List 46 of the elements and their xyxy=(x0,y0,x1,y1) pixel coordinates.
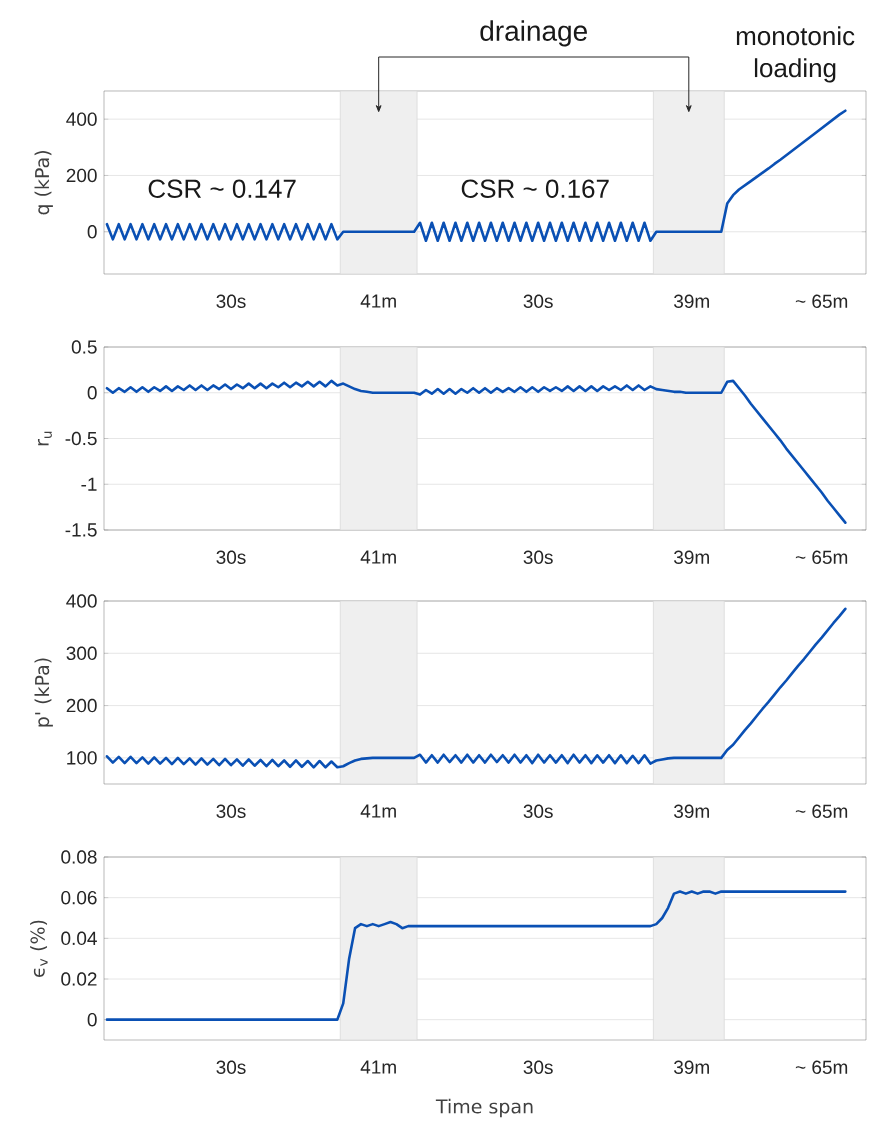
x-tick-label: 30s xyxy=(216,294,246,308)
x-tick-label: 39m xyxy=(673,1060,709,1074)
x-tick-label: 30s xyxy=(216,1060,246,1074)
text: drainage xyxy=(480,20,587,47)
y-axis-title: q (kPa) xyxy=(34,151,53,215)
x-tick-label: ~ 65m xyxy=(795,550,848,564)
y-tick-label: 400 xyxy=(66,594,97,608)
y-tick-label: -0.5 xyxy=(65,431,97,446)
x-axis-title: Time span xyxy=(435,1098,533,1118)
y-tick-label: 200 xyxy=(66,168,97,183)
annotation: CSR ~ 0.147 xyxy=(148,179,296,198)
x-tick-label: 30s xyxy=(523,550,553,564)
x-tick-label: ~ 65m xyxy=(795,804,848,818)
y-axis-title: r$_{u}$ xyxy=(37,431,52,446)
y-axis-title: ϵ$_{v}$ (%) xyxy=(30,920,48,977)
x-tick-label: 41m xyxy=(360,294,396,308)
annotation: CSR ~ 0.167 xyxy=(461,179,609,198)
y-tick-label: 0 xyxy=(87,225,97,239)
x-tick-label: 41m xyxy=(360,804,396,818)
y-tick-label: -1 xyxy=(81,477,97,491)
x-tick-label: 30s xyxy=(523,804,553,818)
y-tick-label: 100 xyxy=(67,751,97,765)
x-tick-label: 30s xyxy=(216,550,246,564)
x-tick-label: 30s xyxy=(216,804,246,818)
y-tick-label: 0.04 xyxy=(61,931,97,946)
x-tick-label: 30s xyxy=(523,294,553,308)
x-tick-label: 41m xyxy=(360,1060,396,1074)
text: monotonic loading xyxy=(736,26,855,83)
x-tick-label: 30s xyxy=(523,1060,553,1074)
y-tick-label: 0.5 xyxy=(71,340,97,354)
y-tick-label: 400 xyxy=(66,112,97,126)
x-tick-label: ~ 65m xyxy=(795,1060,848,1074)
y-tick-label: 0.02 xyxy=(61,972,97,986)
x-tick-label: 39m xyxy=(673,550,709,564)
y-tick-label: 200 xyxy=(66,698,97,713)
x-tick-label: 39m xyxy=(673,294,709,308)
x-tick-label: 41m xyxy=(360,550,396,564)
y-tick-label: 0.08 xyxy=(61,850,97,864)
y-tick-label: -1.5 xyxy=(65,523,97,537)
y-tick-label: 0.06 xyxy=(61,890,97,905)
y-tick-label: 0 xyxy=(87,1012,97,1027)
x-tick-label: ~ 65m xyxy=(795,294,848,308)
y-axis-title: p' (kPa) xyxy=(34,658,53,727)
y-tick-label: 0 xyxy=(87,386,97,400)
x-tick-label: 39m xyxy=(673,804,709,818)
y-tick-label: 300 xyxy=(66,646,97,661)
